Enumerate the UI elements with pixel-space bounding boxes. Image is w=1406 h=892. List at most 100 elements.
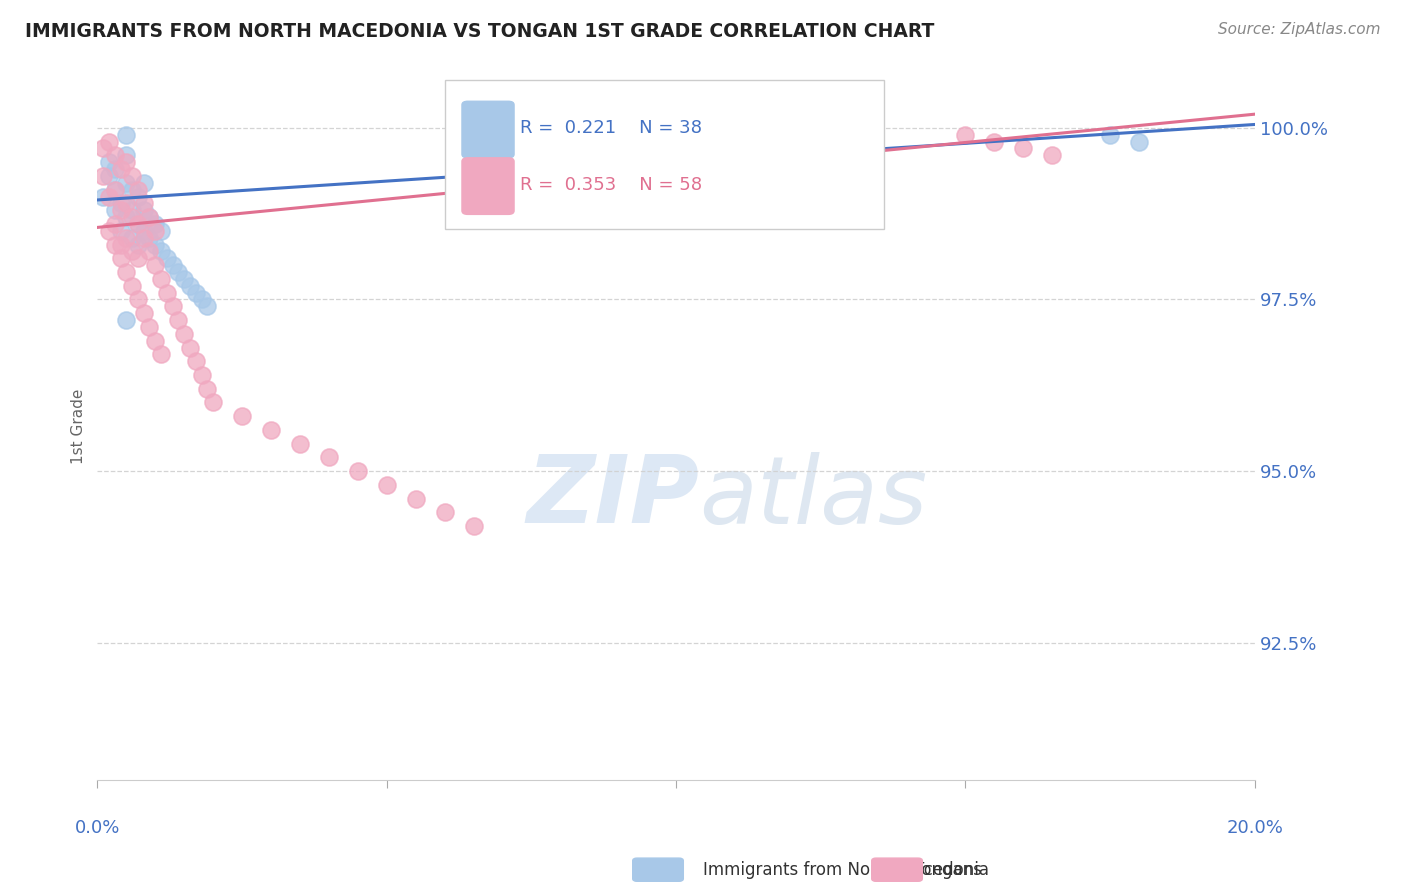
Point <box>433 505 456 519</box>
Point <box>121 230 143 244</box>
Text: R =  0.221    N = 38: R = 0.221 N = 38 <box>520 120 702 137</box>
FancyBboxPatch shape <box>463 158 515 214</box>
Point <box>115 230 138 244</box>
Point <box>195 299 218 313</box>
Point <box>190 368 212 382</box>
Point <box>110 196 132 211</box>
Point <box>162 299 184 313</box>
Point <box>97 169 120 183</box>
Text: Tongans: Tongans <box>914 861 981 879</box>
Point <box>1099 128 1122 142</box>
Point <box>97 189 120 203</box>
Point <box>1040 148 1063 162</box>
Point <box>132 306 155 320</box>
Point <box>1012 141 1035 155</box>
Point <box>150 347 173 361</box>
Point <box>132 196 155 211</box>
Point <box>143 237 166 252</box>
Point <box>104 183 127 197</box>
Point <box>127 293 149 307</box>
Point <box>127 183 149 197</box>
Point <box>138 210 160 224</box>
Point <box>156 252 179 266</box>
Point <box>195 382 218 396</box>
Point <box>173 272 195 286</box>
Point <box>104 148 127 162</box>
Point <box>121 210 143 224</box>
Point <box>132 176 155 190</box>
Point <box>110 203 132 218</box>
Point <box>127 252 149 266</box>
Point <box>121 183 143 197</box>
Point <box>110 252 132 266</box>
Point <box>138 230 160 244</box>
Point <box>121 244 143 259</box>
Point <box>115 196 138 211</box>
Text: R =  0.353    N = 58: R = 0.353 N = 58 <box>520 176 702 194</box>
Point <box>162 258 184 272</box>
Point <box>150 244 173 259</box>
FancyBboxPatch shape <box>444 80 884 228</box>
Point <box>104 217 127 231</box>
Point <box>150 272 173 286</box>
Point <box>179 341 201 355</box>
Point <box>190 293 212 307</box>
Point <box>110 162 132 177</box>
Point <box>184 285 207 300</box>
Point <box>167 265 190 279</box>
Point <box>115 155 138 169</box>
Text: IMMIGRANTS FROM NORTH MACEDONIA VS TONGAN 1ST GRADE CORRELATION CHART: IMMIGRANTS FROM NORTH MACEDONIA VS TONGA… <box>25 22 935 41</box>
Y-axis label: 1st Grade: 1st Grade <box>72 389 86 464</box>
Point <box>184 354 207 368</box>
Point <box>115 176 138 190</box>
Point <box>463 519 485 533</box>
Point <box>104 237 127 252</box>
Point <box>231 409 253 424</box>
Text: atlas: atlas <box>699 451 928 542</box>
Text: Immigrants from North Macedonia: Immigrants from North Macedonia <box>703 861 988 879</box>
Point <box>91 169 114 183</box>
Text: ZIP: ZIP <box>526 451 699 543</box>
Point <box>179 278 201 293</box>
Point <box>115 313 138 327</box>
Point <box>143 334 166 348</box>
Point <box>104 203 127 218</box>
Point <box>115 210 138 224</box>
Point <box>150 224 173 238</box>
Point <box>983 135 1005 149</box>
Point <box>97 135 120 149</box>
Text: 20.0%: 20.0% <box>1226 819 1284 837</box>
Point <box>132 224 155 238</box>
Point <box>132 203 155 218</box>
Point <box>127 217 149 231</box>
Point <box>127 189 149 203</box>
Point <box>110 224 132 238</box>
Point <box>955 128 977 142</box>
Point <box>1128 135 1150 149</box>
Point <box>202 395 225 409</box>
Point <box>167 313 190 327</box>
Point <box>97 155 120 169</box>
Point <box>156 285 179 300</box>
Point <box>138 320 160 334</box>
Point <box>138 210 160 224</box>
Point <box>91 189 114 203</box>
Point <box>115 148 138 162</box>
Point <box>115 128 138 142</box>
FancyBboxPatch shape <box>463 102 515 158</box>
Point <box>127 237 149 252</box>
Point <box>97 224 120 238</box>
Point <box>91 141 114 155</box>
Point <box>288 436 311 450</box>
Point <box>110 237 132 252</box>
Point <box>121 278 143 293</box>
Point <box>143 258 166 272</box>
Point <box>121 203 143 218</box>
Point <box>115 265 138 279</box>
Point <box>132 230 155 244</box>
Point <box>260 423 283 437</box>
Text: 0.0%: 0.0% <box>75 819 120 837</box>
Point <box>173 326 195 341</box>
Point <box>143 217 166 231</box>
Point <box>121 169 143 183</box>
